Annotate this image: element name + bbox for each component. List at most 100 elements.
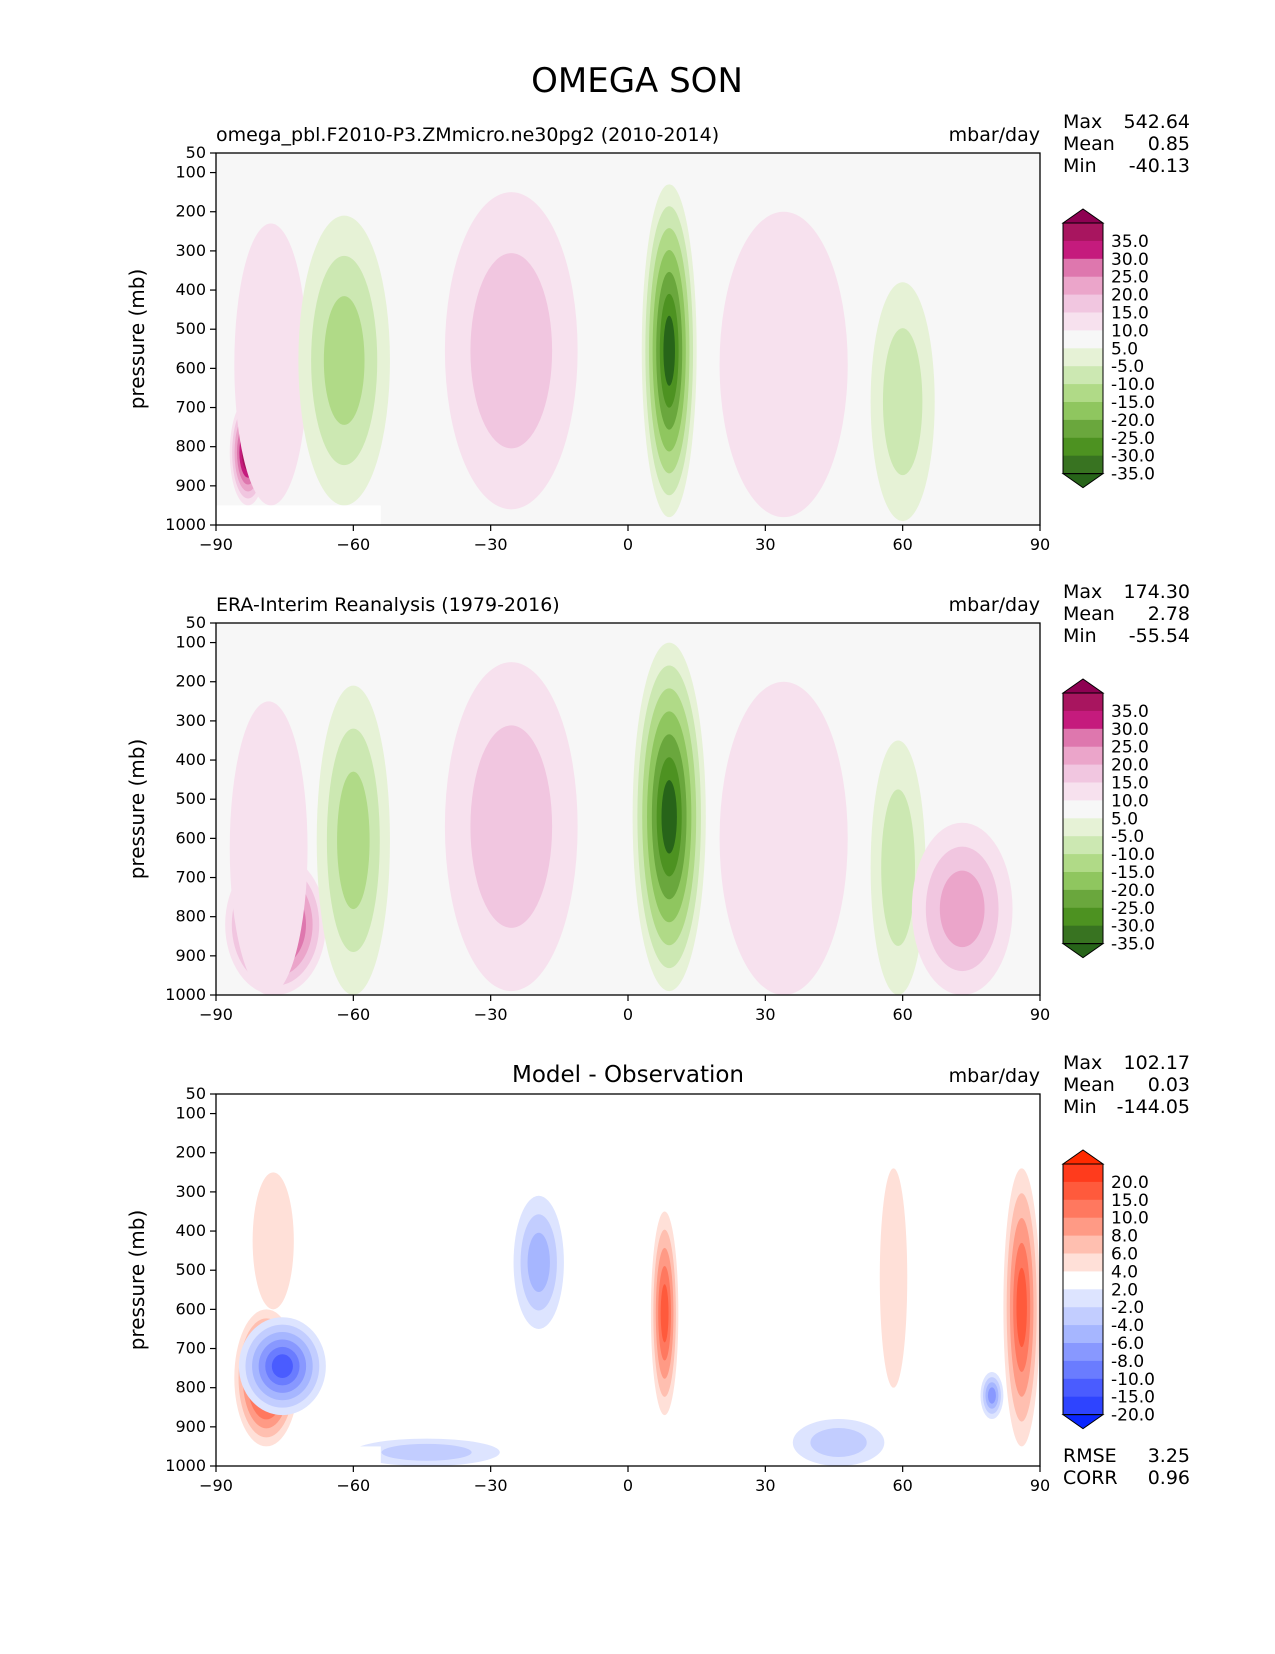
colorbar-label: 8.0: [1111, 1227, 1138, 1247]
colorbar-label: -20.0: [1111, 881, 1155, 901]
colorbar-segment: [1063, 1181, 1103, 1201]
field-itcz-ascent: [632, 642, 706, 992]
field-sh-subtropical-negative: [513, 1195, 564, 1329]
colorbar-label: 30.0: [1111, 250, 1149, 270]
colorbar-label: 15.0: [1111, 1191, 1149, 1211]
colorbar-label: -20.0: [1111, 1406, 1155, 1426]
colorbar-segment: [1063, 836, 1103, 855]
y-tick-label: 600: [175, 1299, 206, 1318]
colorbar: 35.030.025.020.015.010.05.0-5.0-10.0-15.…: [1061, 678, 1155, 959]
y-tick-label: 800: [175, 1378, 206, 1397]
contour-band: [234, 223, 308, 506]
contour-band: [663, 315, 675, 386]
contour-band: [323, 296, 365, 425]
colorbar-label: -8.0: [1111, 1352, 1144, 1372]
x-tick-label: −60: [336, 1476, 370, 1495]
colorbar-segment: [1063, 312, 1103, 331]
contour-band: [337, 771, 370, 910]
field-sh-pbl-negative: [353, 1438, 500, 1466]
colorbar-label: -15.0: [1111, 393, 1155, 413]
colorbar-label: 35.0: [1111, 232, 1149, 252]
colorbar-label: -10.0: [1111, 845, 1155, 865]
stat-value-max: 542.64: [1124, 111, 1190, 133]
plot-area: [216, 1094, 1040, 1466]
colorbar-frame: [1062, 692, 1104, 945]
colorbar-label: 6.0: [1111, 1245, 1138, 1265]
y-tick-label: 100: [175, 1104, 206, 1123]
contour-fields: [225, 642, 1013, 995]
corr-value: 0.96: [1148, 1467, 1190, 1489]
y-tick-label: 300: [175, 711, 206, 730]
field-sh-subtropical-descent: [444, 662, 578, 992]
colorbar-segment: [1063, 728, 1103, 748]
colorbar-segment: [1063, 276, 1103, 296]
colorbar-label: -35.0: [1111, 465, 1155, 485]
y-tick-label: 50: [186, 143, 206, 162]
y-tick-label: 50: [186, 613, 206, 632]
colorbar-segment: [1063, 782, 1103, 801]
y-axis-label: pressure (mb): [125, 1210, 149, 1351]
contour-band: [810, 1428, 867, 1457]
y-tick-label: 400: [175, 280, 206, 299]
colorbar-segment: [1063, 1217, 1103, 1237]
colorbar-label: 10.0: [1111, 1209, 1149, 1229]
contour-band: [527, 1232, 550, 1292]
contour-band: [881, 789, 915, 947]
y-tick-label: 100: [175, 633, 206, 652]
contour-band: [381, 1443, 472, 1461]
colorbar-label: -4.0: [1111, 1316, 1144, 1336]
x-tick-label: 90: [1030, 1476, 1050, 1495]
y-tick-label: 500: [175, 789, 206, 808]
y-tick-label: 400: [175, 750, 206, 769]
y-tick-label: 800: [175, 907, 206, 926]
field-itcz-ascent: [641, 184, 697, 518]
colorbar-label: -10.0: [1111, 375, 1155, 395]
y-tick-label: 700: [175, 398, 206, 417]
colorbar-segment: [1063, 889, 1103, 909]
colorbar-label: -15.0: [1111, 1388, 1155, 1408]
colorbar-segment: [1063, 437, 1103, 457]
colorbar-label: 30.0: [1111, 720, 1149, 740]
x-tick-label: 90: [1030, 535, 1050, 554]
contour-band: [719, 211, 848, 518]
panel-title-left: ERA-Interim Reanalysis (1979-2016): [216, 594, 560, 616]
x-tick-label: 30: [755, 535, 775, 554]
colorbar-extend-top: [1061, 678, 1105, 694]
colorbar-label: 15.0: [1111, 774, 1149, 794]
stat-label-mean: Mean: [1063, 1074, 1115, 1096]
x-tick-label: −90: [199, 1005, 233, 1024]
x-tick-label: 0: [623, 1476, 633, 1495]
colorbar-label: -20.0: [1111, 411, 1155, 431]
contour-band: [719, 681, 848, 995]
colorbar-label: -6.0: [1111, 1334, 1144, 1354]
colorbar-segment: [1063, 1164, 1103, 1183]
contour-band: [470, 253, 553, 449]
colorbar-extend-top: [1061, 1149, 1105, 1165]
colorbar-segment: [1063, 1199, 1103, 1219]
colorbar-label: 25.0: [1111, 738, 1149, 758]
colorbar-segment: [1063, 854, 1103, 873]
x-tick-label: 30: [755, 1005, 775, 1024]
y-tick-label: 800: [175, 437, 206, 456]
colorbar-segment: [1063, 1343, 1103, 1362]
y-tick-label: 1000: [165, 515, 206, 534]
colorbar-segment: [1063, 710, 1103, 730]
y-tick-label: 200: [175, 202, 206, 221]
colorbar-label: -30.0: [1111, 447, 1155, 467]
field-itcz-positive: [650, 1211, 679, 1416]
contour-band: [987, 1387, 996, 1404]
field-sh-subtropical-descent: [444, 192, 578, 510]
colorbar-label: 20.0: [1111, 756, 1149, 776]
colorbar-segment: [1063, 925, 1103, 945]
y-tick-label: 400: [175, 1221, 206, 1240]
field-arctic-positive: [1003, 1168, 1040, 1447]
stat-label-mean: Mean: [1063, 133, 1115, 155]
x-tick-label: 0: [623, 1005, 633, 1024]
colorbar-label: -5.0: [1111, 357, 1144, 377]
colorbar-segment: [1063, 1396, 1103, 1416]
stat-value-min: -144.05: [1117, 1096, 1190, 1118]
colorbar-segment: [1063, 330, 1103, 349]
y-tick-label: 1000: [165, 1456, 206, 1475]
